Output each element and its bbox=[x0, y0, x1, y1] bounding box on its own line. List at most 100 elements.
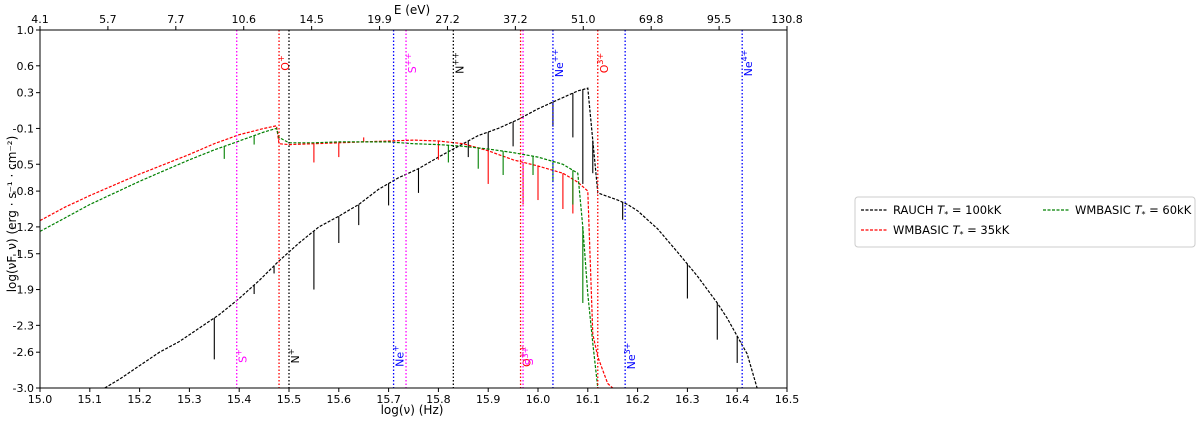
ion-label-charge: ++ bbox=[451, 52, 460, 65]
y-tick-label-3: -0.1 bbox=[13, 122, 34, 135]
top-tick-label-6: 27.2 bbox=[435, 13, 460, 26]
legend-label-symbol: T bbox=[1134, 203, 1142, 217]
legend-label-sub: * bbox=[959, 230, 963, 239]
legend-label-sub: * bbox=[1141, 210, 1145, 219]
ion-label-element: O bbox=[521, 358, 534, 367]
top-tick-label-2: 7.7 bbox=[167, 13, 185, 26]
ion-label-charge: ++ bbox=[404, 53, 413, 66]
ion-label-element: S bbox=[523, 358, 536, 365]
top-tick-label-11: 130.8 bbox=[771, 13, 803, 26]
ion-lines-layer: S+O+N+ Ne+S++N++O++S3+Ne++O3+Ne3+Ne4+ bbox=[235, 30, 755, 388]
ion-label-0-0: S+ bbox=[235, 349, 250, 363]
ion-label-charge: + bbox=[277, 55, 286, 62]
x-tick-label-1: 15.1 bbox=[78, 393, 103, 406]
ion-label-element: S bbox=[406, 66, 419, 73]
ion-label-11-0: Ne4+ bbox=[740, 50, 755, 77]
ion-label-1-0: O+ bbox=[277, 55, 292, 70]
ion-label-element: Ne bbox=[394, 352, 407, 367]
plot-layer bbox=[40, 87, 758, 388]
top-tick-label-8: 51.0 bbox=[571, 13, 596, 26]
legend-label-rauch: RAUCH T* = 100kK bbox=[893, 203, 1002, 219]
y-tick-label-6: -1.2 bbox=[13, 221, 34, 234]
ion-label-3-0: Ne+ bbox=[392, 345, 407, 367]
x-tick-label-13: 16.3 bbox=[675, 393, 700, 406]
ion-label-6-0: O++ bbox=[519, 345, 534, 367]
x-tick-label-9: 15.9 bbox=[476, 393, 501, 406]
ion-label-charge: 3+ bbox=[623, 343, 632, 355]
y-tick-label-1: 0.6 bbox=[17, 60, 35, 73]
ion-label-7-0: S3+ bbox=[521, 347, 536, 366]
top-tick-label-4: 14.5 bbox=[299, 13, 324, 26]
x-tick-label-4: 15.4 bbox=[227, 393, 252, 406]
ion-label-8-0: Ne++ bbox=[551, 49, 566, 77]
ion-label-4-0: S++ bbox=[404, 53, 419, 73]
legend-label-value: = 100kK bbox=[948, 203, 1002, 217]
top-tick-label-7: 37.2 bbox=[503, 13, 528, 26]
y-tick-label-11: -3.0 bbox=[13, 382, 34, 395]
ion-label-charge: 3+ bbox=[521, 347, 530, 359]
y-tick-label-10: -2.6 bbox=[13, 346, 34, 359]
top-tick-label-5: 19.9 bbox=[367, 13, 392, 26]
x-tick-label-0: 15.0 bbox=[28, 393, 53, 406]
top-tick-label-0: 4.1 bbox=[31, 13, 49, 26]
legend-label-wm35: WMBASIC T* = 35kK bbox=[893, 223, 1010, 239]
legend-label-main: WMBASIC bbox=[893, 223, 952, 237]
top-tick-label-9: 69.8 bbox=[639, 13, 664, 26]
ion-label-element: O bbox=[598, 64, 611, 73]
y-tick-label-5: -0.8 bbox=[13, 185, 34, 198]
x-tick-label-3: 15.3 bbox=[177, 393, 202, 406]
ion-label-element: S bbox=[237, 356, 250, 363]
ion-label-charge: + bbox=[392, 345, 401, 352]
y-tick-label-2: 0.3 bbox=[17, 87, 35, 100]
legend-label-wm60: WMBASIC T* = 60kK bbox=[1075, 203, 1192, 219]
ion-label-charge: + bbox=[235, 349, 244, 356]
x-axis-title: log(ν) (Hz) bbox=[381, 403, 444, 417]
axes-layer: E (eV) log(ν) (Hz) log(νF_ν) (erg · s⁻¹ … bbox=[5, 3, 803, 417]
top-tick-label-10: 95.5 bbox=[707, 13, 732, 26]
x-tick-label-14: 16.4 bbox=[725, 393, 750, 406]
x-tick-label-8: 15.8 bbox=[426, 393, 451, 406]
ion-label-charge: 4+ bbox=[740, 50, 749, 62]
ion-label-2-0: N+ bbox=[287, 349, 302, 364]
legend-label-symbol: T bbox=[937, 203, 945, 217]
ion-label-charge: + bbox=[287, 349, 296, 356]
ion-label-element: N bbox=[289, 355, 302, 363]
legend-box bbox=[854, 196, 1196, 248]
series-line-wm60 bbox=[40, 127, 599, 388]
x-tick-label-6: 15.6 bbox=[327, 393, 352, 406]
ion-label-5-0: N++ bbox=[451, 52, 466, 74]
ion-label-element: O bbox=[279, 62, 292, 71]
ion-label-element: Ne bbox=[742, 61, 755, 76]
ion-label-element: Ne bbox=[553, 62, 566, 77]
ion-label-charge: ++ bbox=[551, 49, 560, 62]
x-tick-label-12: 16.2 bbox=[625, 393, 650, 406]
series-line-rauch bbox=[104, 87, 758, 388]
series-group bbox=[40, 87, 758, 388]
legend-label-value: = 35kK bbox=[963, 223, 1009, 237]
top-tick-label-3: 10.6 bbox=[231, 13, 256, 26]
ion-label-charge: 3+ bbox=[596, 53, 605, 65]
x-tick-label-10: 16.0 bbox=[526, 393, 551, 406]
y-tick-label-9: -2.3 bbox=[13, 319, 34, 332]
legend-label-main: WMBASIC bbox=[1075, 203, 1134, 217]
top-axis-title: E (eV) bbox=[394, 3, 430, 17]
legend-label-symbol: T bbox=[952, 223, 960, 237]
y-tick-label-0: 1.0 bbox=[17, 24, 35, 37]
y-tick-label-4: -0.5 bbox=[13, 158, 34, 171]
x-tick-label-15: 16.5 bbox=[775, 393, 800, 406]
ion-label-element: Ne bbox=[625, 354, 638, 369]
legend-label-sub: * bbox=[944, 210, 948, 219]
legend-label-value: = 60kK bbox=[1145, 203, 1191, 217]
x-tick-label-7: 15.7 bbox=[376, 393, 401, 406]
ion-label-9-0: O3+ bbox=[596, 53, 611, 73]
y-tick-label-7: -1.5 bbox=[13, 248, 34, 261]
ion-label-charge: ++ bbox=[519, 345, 528, 358]
y-axis-title: log(νF_ν) (erg · s⁻¹ · cm⁻²) bbox=[5, 136, 19, 293]
ion-label-element: N bbox=[453, 66, 466, 74]
x-tick-label-11: 16.1 bbox=[576, 393, 601, 406]
plot-frame bbox=[39, 29, 788, 389]
x-tick-label-2: 15.2 bbox=[127, 393, 152, 406]
y-tick-label-8: -1.9 bbox=[13, 284, 34, 297]
